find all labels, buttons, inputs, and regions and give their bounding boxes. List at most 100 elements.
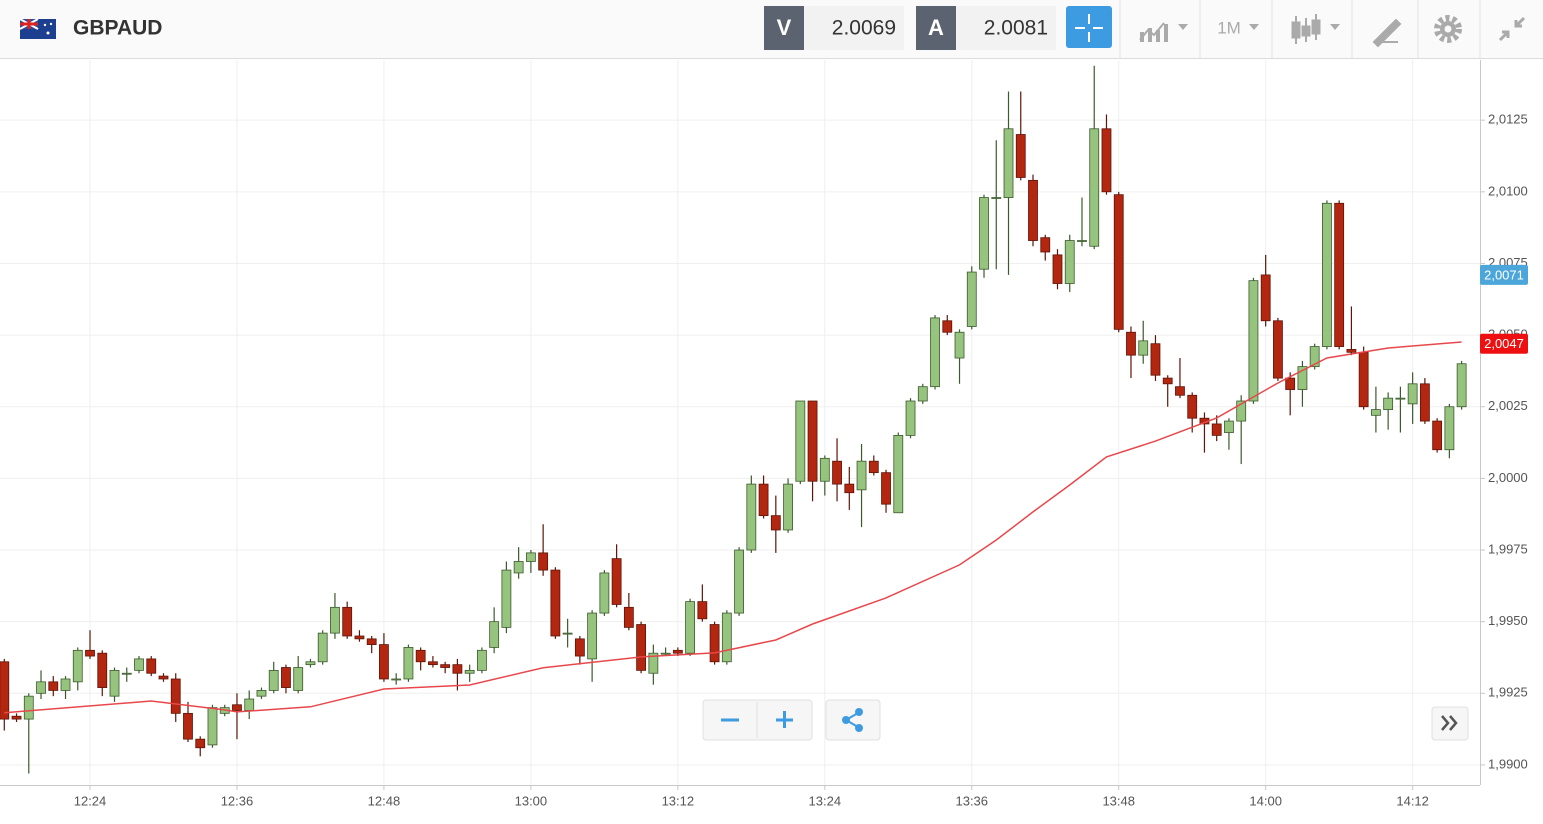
candle (550, 567, 561, 639)
candle-body (697, 601, 708, 620)
chart-type-button[interactable] (1139, 22, 1188, 42)
candle-body (354, 635, 365, 640)
candle (807, 400, 818, 502)
settings-button[interactable] (1434, 15, 1462, 43)
candle (734, 547, 744, 616)
candle (232, 693, 242, 740)
candle-body (770, 515, 781, 531)
y-tick-label: 2,0100 (1488, 183, 1528, 198)
candle (1187, 392, 1198, 433)
candle-body (293, 667, 304, 691)
symbol: GBPAUD (73, 17, 162, 40)
candle (464, 664, 475, 682)
candle-body (709, 624, 720, 663)
crosshair-button[interactable] (1066, 6, 1112, 48)
candle (1334, 200, 1345, 350)
candle-body (611, 558, 622, 605)
timeframe[interactable]: 1M (1217, 18, 1241, 37)
candle (1371, 386, 1381, 433)
candle-body (1248, 280, 1259, 402)
candle-body (477, 649, 487, 671)
candle-body (121, 672, 132, 675)
candle (1322, 200, 1332, 350)
candle-body (844, 483, 855, 494)
candle-body (1432, 420, 1443, 451)
candle-body (1052, 254, 1063, 284)
candle (1211, 415, 1222, 442)
candle (244, 690, 255, 720)
candle-body (1138, 340, 1149, 356)
candle-body (574, 638, 585, 657)
candle-body (807, 400, 818, 482)
bid-price[interactable]: 2.0069 (832, 17, 896, 40)
candle (1052, 249, 1063, 290)
candle-body (256, 690, 267, 697)
candle-body (905, 400, 916, 436)
candle (1101, 114, 1112, 195)
x-tick-label: 12:48 (368, 793, 401, 808)
draw-button[interactable] (1372, 18, 1402, 48)
candle-body (195, 738, 206, 749)
candle (856, 443, 867, 528)
candle-body (1113, 194, 1124, 330)
candle (917, 383, 928, 404)
x-tick-label: 13:00 (515, 793, 548, 808)
y-tick-label: 1,9975 (1488, 541, 1528, 556)
candle-style-button[interactable] (1291, 14, 1340, 44)
candle (1309, 343, 1320, 370)
candle-body (342, 606, 353, 637)
candle (121, 667, 132, 682)
x-tick-label: 13:12 (662, 793, 695, 808)
candle-body (1028, 179, 1038, 241)
candle-body (1003, 128, 1014, 198)
candle-body (183, 712, 193, 740)
candle (1040, 234, 1051, 261)
candle-body (562, 632, 573, 635)
candle (1028, 174, 1038, 247)
candle-body (550, 569, 561, 637)
candle-body (11, 715, 22, 720)
candle-body (819, 457, 830, 482)
candle (966, 266, 977, 330)
candle (501, 561, 512, 634)
candle (574, 635, 585, 665)
candle (1456, 360, 1467, 410)
candle-body (305, 661, 316, 666)
zoom-in[interactable] (776, 711, 793, 728)
ask-price[interactable]: 2.0081 (984, 17, 1048, 40)
candle (991, 140, 1002, 270)
collapse-button[interactable] (1498, 16, 1526, 42)
candle (415, 647, 426, 671)
flag (19, 18, 56, 39)
candle-body (525, 552, 536, 562)
share-button[interactable] (825, 699, 881, 741)
candle-body (1187, 394, 1198, 419)
candle (60, 676, 71, 700)
candle-body (1334, 202, 1345, 347)
candle-body (170, 678, 181, 714)
candle (48, 676, 59, 697)
candle-body (893, 434, 904, 514)
candle-body (1371, 409, 1381, 416)
candle-body (1297, 366, 1308, 390)
candle-body (158, 675, 169, 680)
candle (342, 601, 353, 639)
y-tick-label: 1,9925 (1488, 685, 1528, 700)
x-tick-label: 12:36 (221, 793, 254, 808)
candle (893, 432, 904, 514)
candle (1224, 418, 1234, 450)
candle (489, 607, 500, 654)
candle-body (734, 549, 744, 614)
candle-body (244, 698, 255, 711)
candle-body (268, 669, 279, 691)
timeframe-button[interactable]: 1M (1217, 18, 1259, 37)
candle (819, 455, 830, 496)
candle-body (636, 624, 647, 671)
candle (1248, 277, 1259, 404)
candle (1077, 197, 1087, 247)
candle (930, 315, 940, 390)
scroll-end-button[interactable] (1431, 706, 1469, 741)
y-tick-label: 1,9950 (1488, 613, 1528, 628)
ask-box (956, 6, 1056, 50)
candle-body (513, 561, 524, 574)
